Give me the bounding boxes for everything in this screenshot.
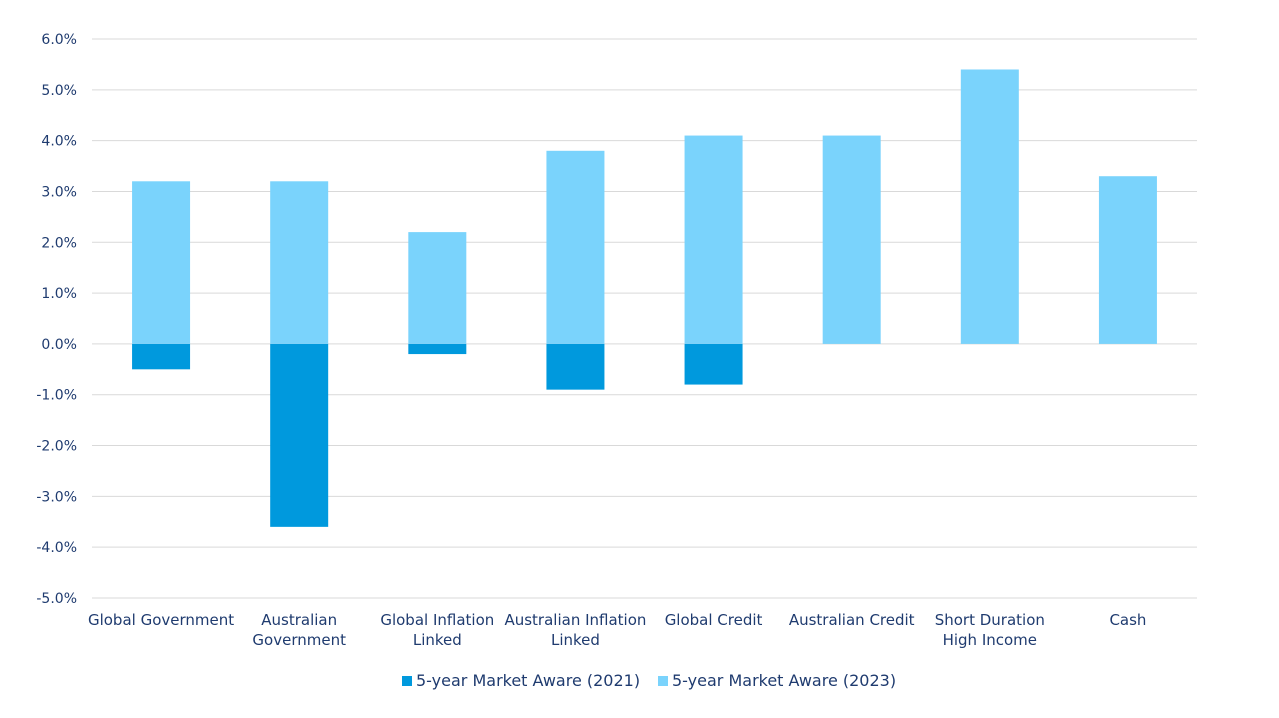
y-tick-label: 4.0% <box>41 134 77 150</box>
y-tick-label: -5.0% <box>36 591 77 607</box>
x-category-label: Global Credit <box>665 611 763 629</box>
grid-layer <box>92 38 1197 599</box>
x-category-label: Global Inflation Linked <box>380 611 494 649</box>
y-tick-label: 6.0% <box>41 32 77 48</box>
x-category-label: Cash <box>1109 611 1146 629</box>
bar-series-1 <box>684 343 743 385</box>
bar-series-2 <box>960 69 1019 344</box>
x-category-label: Australian Inflation Linked <box>504 611 646 649</box>
bar-series-1 <box>546 343 605 390</box>
legend: 5-year Market Aware (2021) 5-year Market … <box>402 671 896 690</box>
x-category-label: Short Duration High Income <box>935 611 1045 649</box>
bar-series-2 <box>270 181 329 344</box>
x-axis: Global Government Australian Government Glo… <box>88 611 1146 649</box>
y-tick-label: 5.0% <box>41 83 77 99</box>
bar-series-2 <box>132 181 191 344</box>
y-tick-label: -4.0% <box>36 540 77 556</box>
x-category-label: Global Government <box>88 611 234 629</box>
x-category-label: Australian Credit <box>789 611 915 629</box>
y-tick-label: -2.0% <box>36 439 77 455</box>
y-tick-label: 1.0% <box>41 286 77 302</box>
y-tick-label: 0.0% <box>41 337 77 353</box>
y-tick-label: 3.0% <box>41 184 77 200</box>
bars-layer <box>132 69 1157 527</box>
bar-series-1 <box>408 343 467 355</box>
bar-series-2 <box>1098 176 1157 344</box>
bar-series-2 <box>684 135 743 344</box>
y-axis: -5.0% -4.0% -3.0% -2.0% -1.0% 0.0% 1.0% 2.0% 3.0… <box>36 32 77 607</box>
y-tick-label: -1.0% <box>36 388 77 404</box>
bar-series-1 <box>270 343 329 527</box>
legend-swatch <box>658 676 668 686</box>
y-tick-label: -3.0% <box>36 489 77 505</box>
x-category-label: Australian Government <box>252 611 346 649</box>
bar-series-2 <box>822 135 881 344</box>
legend-label: 5-year Market Aware (2021) <box>416 671 640 690</box>
legend-swatch <box>402 676 412 686</box>
bar-series-1 <box>132 343 191 370</box>
y-tick-label: 2.0% <box>41 235 77 251</box>
legend-label: 5-year Market Aware (2023) <box>672 671 896 690</box>
bar-series-2 <box>408 232 467 344</box>
bar-series-2 <box>546 150 605 344</box>
